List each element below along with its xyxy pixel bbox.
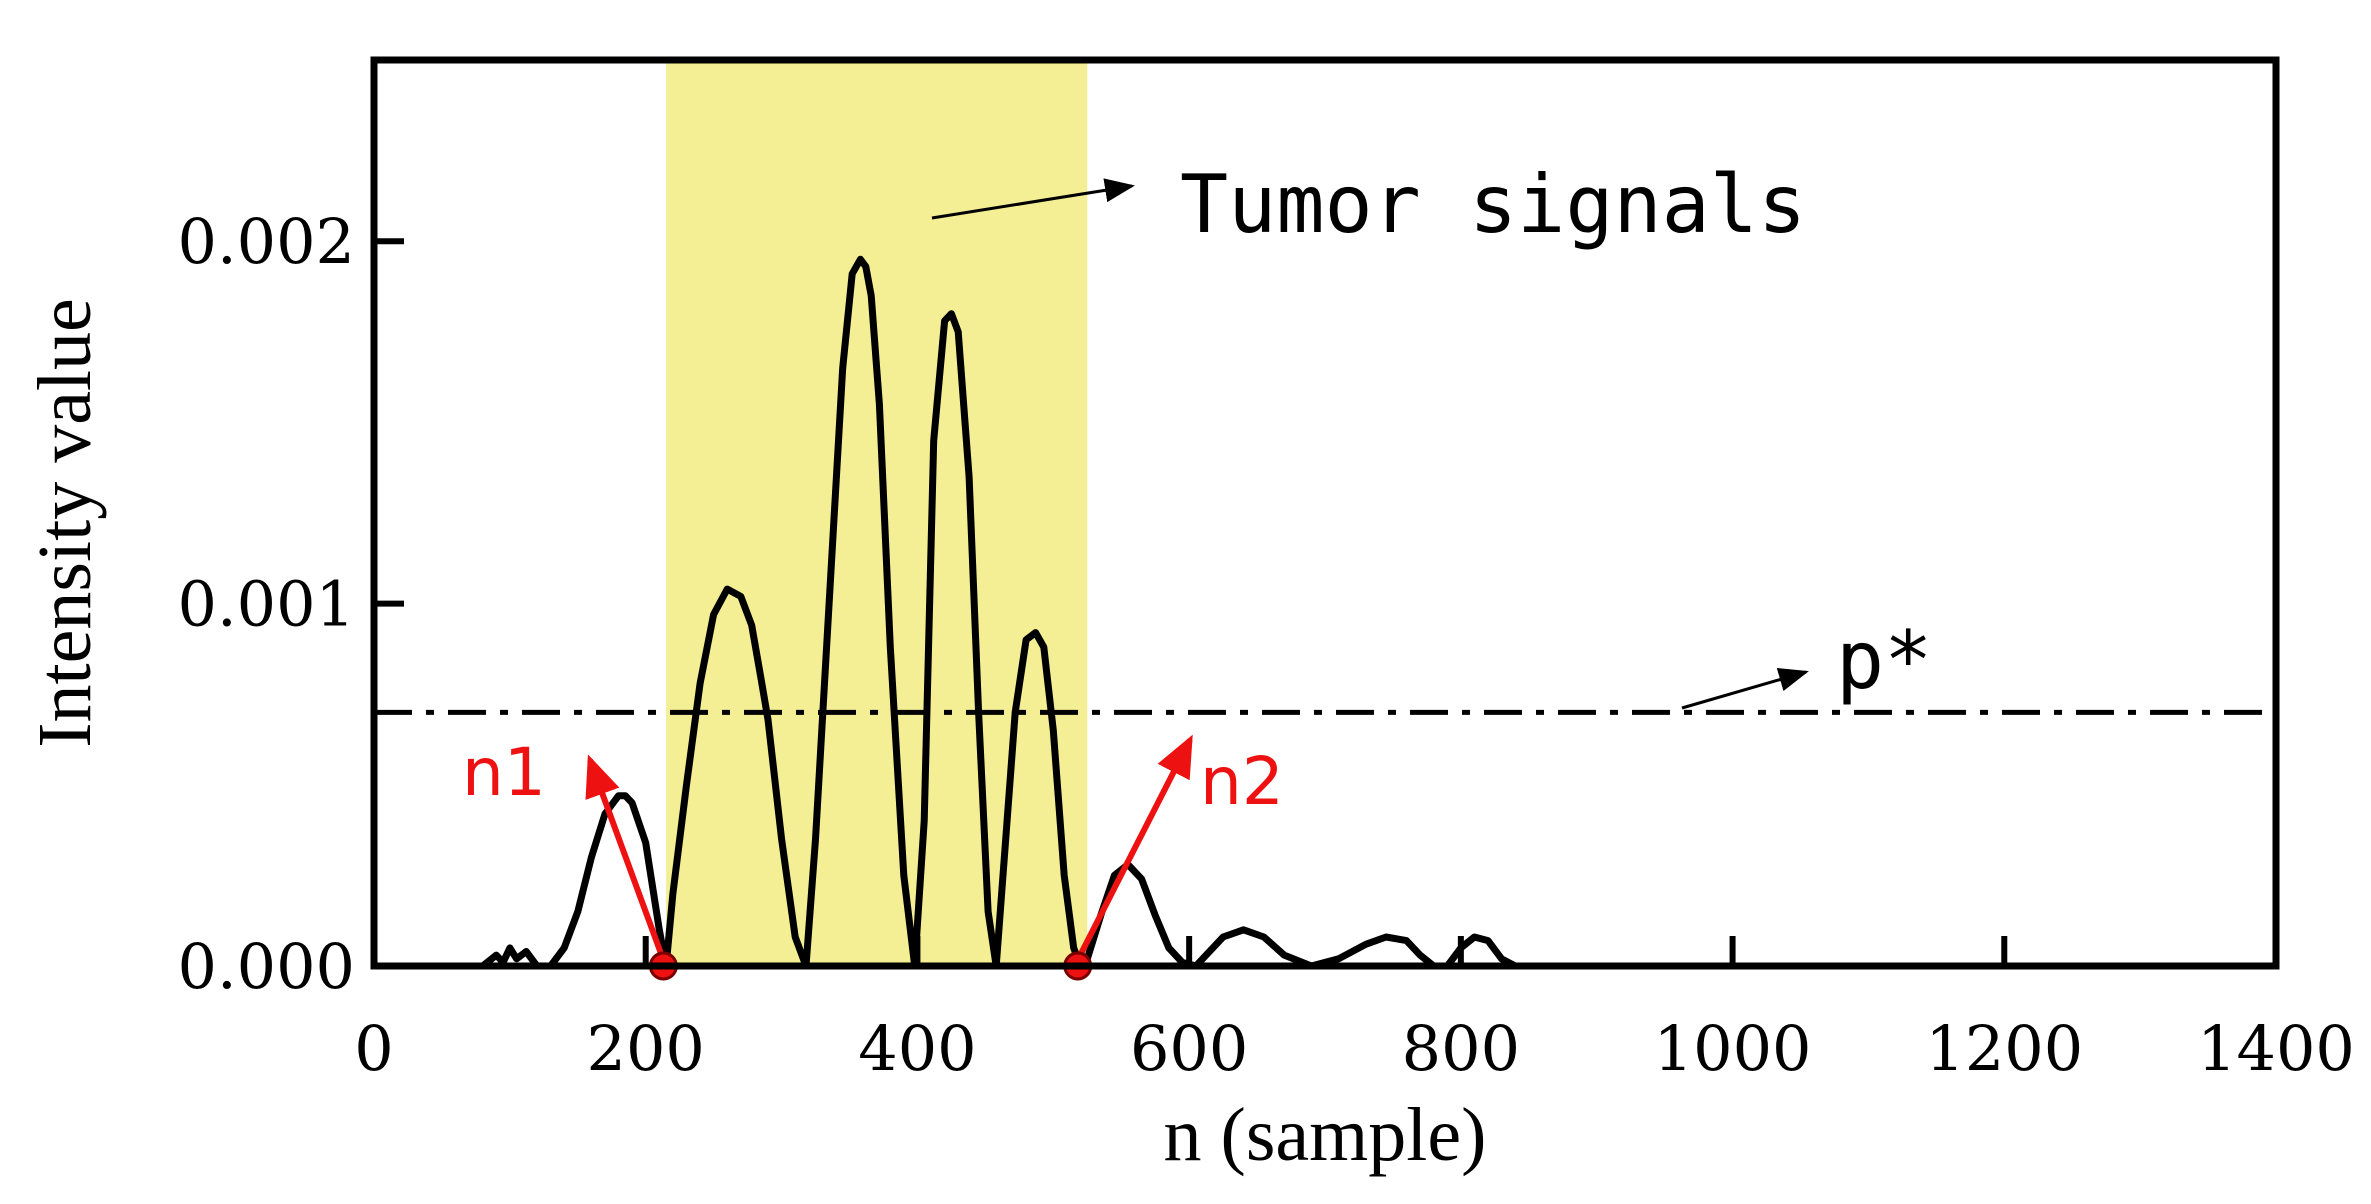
y-tick-label: 0.002	[178, 205, 356, 278]
x-tick-label: 600	[1130, 1012, 1248, 1085]
x-tick-label: 200	[587, 1012, 705, 1085]
x-tick-label: 1000	[1654, 1012, 1812, 1085]
x-tick-label: 800	[1402, 1012, 1520, 1085]
plot-frame	[370, 56, 2280, 970]
p-star-label: p*	[1836, 614, 1932, 707]
y-tick-label: 0.001	[178, 568, 356, 641]
x-tick-label: 400	[858, 1012, 976, 1085]
tumor-signals-arrow	[931, 178, 1135, 220]
x-tick-label: 1400	[2197, 1012, 2355, 1085]
x-axis-title: n (sample)	[1164, 1093, 1487, 1177]
n2-label: n2	[1200, 743, 1284, 820]
tumor-region-highlight	[666, 60, 1088, 966]
n1-arrow	[585, 754, 667, 962]
y-axis-title: Intensity value	[23, 298, 107, 748]
x-tick-label: 1200	[1925, 1012, 2083, 1085]
intensity-series-line	[479, 255, 1519, 970]
p-star-arrow	[1681, 668, 1809, 710]
x-tick-label: 0	[354, 1012, 393, 1085]
y-tick-label: 0.000	[178, 930, 356, 1003]
tumor-signals-label: Tumor signals	[1180, 158, 1806, 251]
n2-arrow	[1075, 734, 1193, 962]
n1-label: n1	[462, 734, 546, 811]
